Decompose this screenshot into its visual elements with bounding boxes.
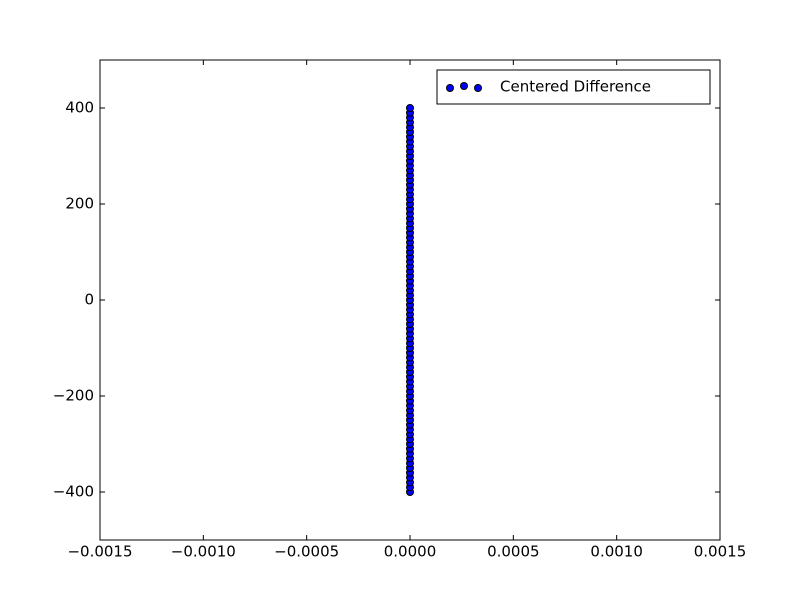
x-tick-label: −0.0015 <box>67 543 132 561</box>
x-tick-label: 0.0010 <box>590 543 643 561</box>
legend-label: Centered Difference <box>500 78 651 96</box>
y-tick-label: −200 <box>53 387 94 405</box>
y-tick-label: −400 <box>53 483 94 501</box>
y-tick-label: 200 <box>65 195 94 213</box>
plot-frame <box>99 59 721 541</box>
legend-marker <box>474 84 482 92</box>
x-tick-label: 0.0005 <box>487 543 540 561</box>
x-tick-label: 0.0015 <box>694 543 747 561</box>
x-tick-label: −0.0010 <box>171 543 236 561</box>
legend-marker <box>446 84 454 92</box>
x-tick-label: −0.0005 <box>274 543 339 561</box>
legend-box <box>436 69 711 105</box>
y-tick-label: 0 <box>84 291 94 309</box>
y-tick-label: 400 <box>65 99 94 117</box>
legend-marker <box>460 82 468 90</box>
x-tick-label: 0.0000 <box>384 543 437 561</box>
scatter-point <box>406 104 414 112</box>
